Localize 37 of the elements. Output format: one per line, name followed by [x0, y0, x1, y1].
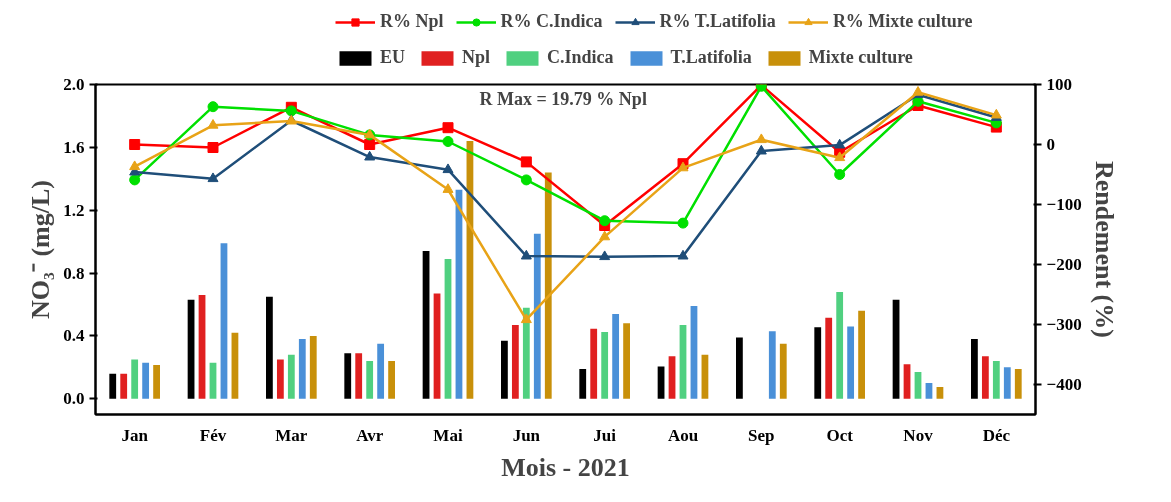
- y2-tick-label: −400: [1046, 375, 1082, 394]
- y-axis-title: NO₃⁻ (mg/L): [26, 180, 56, 319]
- x-tick-label: Sep: [748, 425, 775, 445]
- y2-axis-title: Rendement (%): [1089, 161, 1119, 338]
- x-tick-label: Jun: [512, 425, 541, 445]
- x-tick-label: Déc: [982, 425, 1011, 445]
- legend-label: R% Npl: [380, 11, 444, 32]
- x-tick-label: Nov: [903, 425, 934, 445]
- legend-label: R% C.Indica: [500, 11, 603, 32]
- legend-label: T.Latifolia: [670, 47, 752, 68]
- x-tick-label: Aou: [667, 425, 699, 445]
- y-tick-label: 1.6: [63, 137, 85, 157]
- legend-label: C.Indica: [547, 47, 614, 68]
- x-tick-label: Jan: [121, 425, 149, 445]
- x-tick-label: Avr: [356, 425, 384, 445]
- y-tick-label: 0.0: [63, 389, 85, 409]
- y2-tick-label: −100: [1046, 195, 1082, 214]
- x-tick-label: Mai: [433, 425, 463, 445]
- x-tick-label: Jui: [593, 425, 617, 445]
- legend-label: Npl: [462, 47, 491, 68]
- y-tick-label: 1.2: [63, 200, 85, 220]
- legend-label: Mixte culture: [808, 47, 913, 68]
- y2-tick-label: −300: [1046, 315, 1082, 334]
- y2-tick-label: 100: [1046, 75, 1072, 94]
- y2-tick-label: 0: [1046, 135, 1055, 154]
- x-axis-title: Mois - 2021: [501, 452, 630, 482]
- y-tick-label: 0.8: [63, 263, 85, 283]
- y-tick-label: 2.0: [63, 75, 85, 94]
- y2-tick-label: −200: [1046, 255, 1082, 274]
- annotation: R Max = 19.79 % Npl: [479, 89, 647, 110]
- x-tick-label: Oct: [826, 425, 854, 445]
- x-tick-label: Mar: [275, 425, 308, 445]
- legend-label: R% T.Latifolia: [659, 11, 776, 32]
- y-tick-label: 0.4: [63, 326, 85, 346]
- x-tick-label: Fév: [199, 425, 227, 445]
- legend-label: R% Mixte culture: [832, 11, 973, 32]
- legend-label: EU: [380, 47, 406, 68]
